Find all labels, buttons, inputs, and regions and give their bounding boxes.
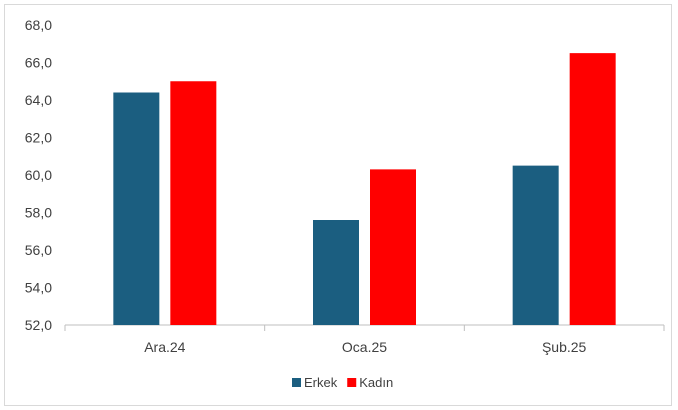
y-tick-label: 56,0 [25, 242, 52, 258]
y-tick-label: 60,0 [25, 167, 52, 183]
legend-label: Kadın [359, 375, 393, 390]
legend: Erkek Kadın [292, 375, 393, 390]
bar-kadın-2 [370, 169, 416, 325]
legend-swatch [347, 378, 357, 387]
y-tick-label: 66,0 [25, 55, 52, 71]
x-tick-label: Oca.25 [342, 339, 387, 355]
y-tick-label: 58,0 [25, 205, 52, 221]
y-tick-label: 54,0 [25, 280, 52, 296]
bar-erkek-1 [113, 92, 160, 325]
bar-kadın-1 [170, 81, 217, 325]
x-tick-label: Şub.25 [542, 339, 587, 355]
y-tick-label: 68,0 [25, 17, 52, 33]
bar-erkek-2 [313, 220, 359, 325]
y-tick-label: 64,0 [25, 92, 52, 108]
x-axis: Ara.24 Oca.25 Şub.25 [64, 324, 665, 355]
y-tick-label: 62,0 [25, 130, 52, 146]
y-axis: 52,0 54,0 56,0 58,0 60,0 62,0 64,0 66,0 68,0 [25, 17, 52, 333]
legend-swatch [292, 378, 301, 387]
y-tick-label: 52,0 [25, 317, 52, 333]
x-tick-label: Ara.24 [144, 339, 185, 355]
bar-kadın-3 [569, 53, 616, 325]
legend-label: Erkek [304, 375, 338, 390]
bars [113, 53, 616, 325]
bar-erkek-3 [512, 165, 559, 325]
